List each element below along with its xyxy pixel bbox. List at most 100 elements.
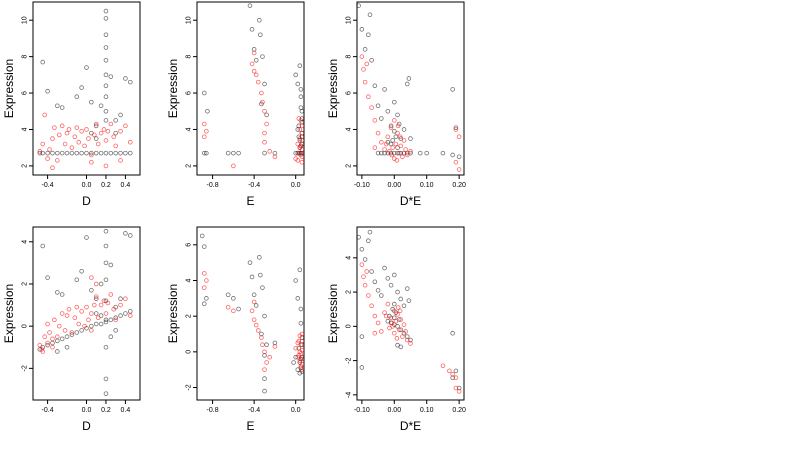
data-point xyxy=(72,315,78,321)
y-tick-label: 6 xyxy=(186,91,193,95)
data-point xyxy=(264,342,269,348)
series-red xyxy=(359,54,462,172)
data-point xyxy=(231,296,236,301)
data-point xyxy=(79,128,84,134)
data-point xyxy=(295,367,301,372)
data-point xyxy=(379,139,384,145)
data-point xyxy=(251,68,257,74)
data-point xyxy=(118,313,123,318)
data-point xyxy=(297,127,303,132)
data-point xyxy=(259,90,264,96)
data-point xyxy=(391,301,397,307)
data-point xyxy=(400,154,405,160)
data-point xyxy=(456,167,462,172)
y-tick-label: 10 xyxy=(22,16,29,24)
data-point xyxy=(84,304,89,310)
data-point xyxy=(298,105,304,110)
data-point xyxy=(123,296,128,302)
data-point xyxy=(111,306,117,312)
data-point xyxy=(262,150,267,156)
data-point xyxy=(59,292,65,297)
y-axis-label: Expression xyxy=(2,284,16,343)
data-point xyxy=(395,150,400,156)
data-point xyxy=(103,376,109,382)
data-point xyxy=(103,163,109,169)
data-point xyxy=(267,354,273,360)
x-axis-label: D xyxy=(82,419,91,433)
data-point xyxy=(95,141,101,147)
y-tick-label: 2 xyxy=(186,164,193,168)
data-point xyxy=(103,57,109,63)
data-point xyxy=(89,99,94,105)
data-point xyxy=(295,81,301,87)
data-point xyxy=(55,290,60,295)
data-point xyxy=(118,150,123,156)
data-point xyxy=(369,269,374,274)
data-point xyxy=(108,121,114,127)
data-point xyxy=(408,149,413,154)
data-point xyxy=(262,376,267,381)
data-point xyxy=(39,347,45,352)
data-point xyxy=(295,340,301,346)
data-point xyxy=(264,112,269,118)
data-point xyxy=(369,105,374,110)
y-axis-label: Expression xyxy=(166,59,180,118)
data-point xyxy=(76,139,82,145)
data-point xyxy=(69,150,75,156)
data-point xyxy=(403,329,408,334)
y-tick-label: -2 xyxy=(22,365,29,371)
data-point xyxy=(404,337,410,343)
data-point xyxy=(205,108,210,114)
data-point xyxy=(372,118,378,123)
y-tick-label: -2 xyxy=(346,357,353,363)
data-point xyxy=(113,143,118,149)
data-point xyxy=(103,72,109,78)
data-point xyxy=(359,365,365,370)
y-tick-label: 10 xyxy=(186,16,193,24)
data-point xyxy=(127,150,133,156)
data-point xyxy=(390,145,395,150)
data-point xyxy=(86,317,91,323)
series-black xyxy=(356,229,462,391)
data-point xyxy=(385,108,391,114)
data-point xyxy=(236,150,241,156)
y-tick-label: 2 xyxy=(346,164,353,168)
data-point xyxy=(453,159,459,165)
data-point xyxy=(257,255,262,260)
data-point xyxy=(108,150,114,156)
data-point xyxy=(394,158,400,163)
x-tick-label: -0.10 xyxy=(354,407,370,414)
data-point xyxy=(404,152,410,158)
data-point xyxy=(379,116,384,121)
data-point xyxy=(103,150,109,156)
data-point xyxy=(101,127,107,132)
data-point xyxy=(103,118,109,123)
data-point xyxy=(118,296,123,302)
data-point xyxy=(264,121,269,127)
data-point xyxy=(366,293,371,298)
data-point xyxy=(64,344,70,350)
plot-frame xyxy=(356,226,465,401)
data-point xyxy=(359,246,365,252)
y-axis-label: Expression xyxy=(326,59,340,118)
data-point xyxy=(408,341,413,346)
data-point xyxy=(89,152,94,158)
data-point xyxy=(93,311,99,316)
x-tick-label: -0.4 xyxy=(42,182,54,189)
x-tick-label: -0.4 xyxy=(248,407,260,414)
data-point xyxy=(79,328,84,333)
data-point xyxy=(367,229,373,235)
data-point xyxy=(375,320,381,326)
chart-panel: -0.8 -0.4 0.0 2 4 6 8 10 E Expression xyxy=(166,1,305,208)
data-point xyxy=(356,234,361,240)
data-point xyxy=(388,123,394,129)
data-point xyxy=(450,87,455,92)
data-point xyxy=(84,235,89,240)
data-point xyxy=(251,299,257,305)
data-point xyxy=(103,45,109,50)
data-point xyxy=(127,79,133,85)
y-tick-label: 0 xyxy=(346,324,353,328)
data-point xyxy=(361,274,366,279)
data-point xyxy=(262,313,267,319)
